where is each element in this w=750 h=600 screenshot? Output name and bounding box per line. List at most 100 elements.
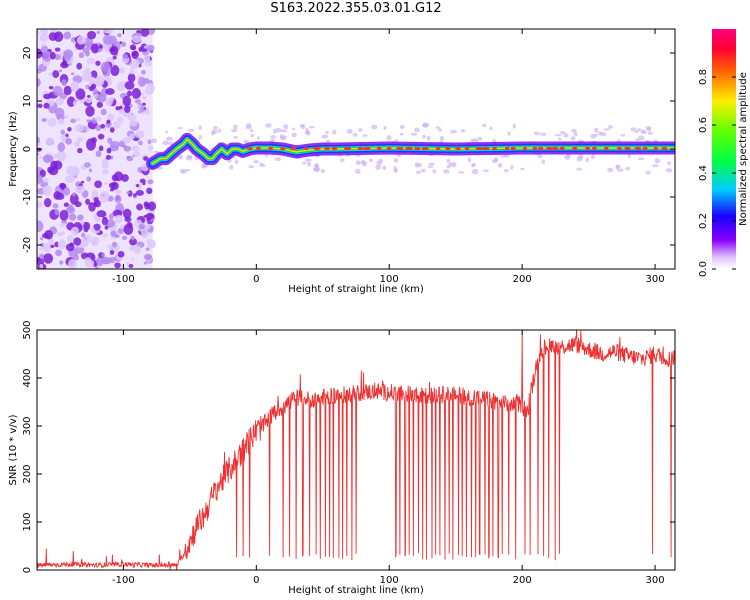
scatter-blob	[427, 165, 434, 169]
noise-blob	[65, 138, 72, 145]
noise-blob	[126, 191, 130, 195]
noise-blob	[104, 181, 109, 185]
scatter-blob	[585, 157, 589, 163]
noise-blob	[85, 198, 91, 205]
noise-blob	[110, 155, 114, 160]
bottom-y-axis-label: SNR (10 * v/v)	[8, 414, 19, 485]
scatter-blob	[471, 168, 479, 175]
noise-blob	[115, 189, 122, 195]
noise-blob	[137, 76, 146, 87]
scatter-blob	[422, 134, 426, 139]
noise-blob	[112, 121, 121, 129]
noise-blob	[102, 29, 112, 34]
noise-blob	[43, 198, 52, 208]
noise-blob	[122, 95, 132, 107]
scatter-blob	[578, 154, 584, 160]
noise-blob	[91, 195, 95, 199]
noise-blob	[58, 69, 63, 73]
noise-blob	[76, 35, 86, 45]
track-peak	[363, 146, 371, 151]
scatter-blob	[422, 122, 430, 128]
noise-blob	[43, 253, 54, 264]
noise-blob	[100, 124, 106, 129]
noise-blob	[47, 118, 57, 127]
scatter-blob	[259, 162, 264, 167]
scatter-blob	[393, 168, 398, 174]
noise-blob	[42, 185, 53, 196]
noise-blob	[38, 155, 43, 159]
noise-blob	[124, 105, 131, 113]
noise-blob	[144, 110, 151, 115]
scatter-blob	[256, 136, 261, 140]
scatter-blob	[443, 169, 450, 174]
noise-blob	[53, 85, 63, 97]
noise-blob	[140, 92, 145, 96]
bottom-y-tick-label: 0	[22, 567, 33, 573]
noise-blob	[74, 201, 82, 208]
track-peak	[290, 146, 297, 151]
noise-blob	[124, 216, 132, 223]
track-peak	[256, 146, 261, 151]
colorbar-tick-label: 0.4	[698, 165, 709, 181]
noise-blob	[127, 73, 136, 83]
scatter-blob	[590, 154, 595, 160]
noise-blob	[95, 60, 101, 66]
scatter-blob	[647, 131, 653, 135]
noise-blob	[93, 196, 99, 203]
bottom-y-tick-label: 200	[22, 464, 33, 483]
noise-blob	[37, 200, 43, 209]
scatter-blob	[217, 128, 222, 133]
scatter-blob	[636, 128, 643, 132]
noise-blob	[60, 129, 65, 135]
scatter-blob	[510, 164, 514, 171]
track-peak	[464, 146, 470, 151]
noise-blob	[147, 139, 152, 145]
track-peak	[591, 146, 597, 151]
scatter-blob	[645, 170, 651, 175]
noise-blob	[39, 33, 48, 43]
track-peak	[510, 146, 516, 151]
scatter-blob	[299, 124, 306, 128]
noise-blob	[57, 118, 65, 125]
noise-blob	[86, 57, 96, 65]
scatter-blob	[420, 168, 426, 173]
bottom-x-tick-label: 200	[513, 575, 532, 586]
noise-blob	[54, 208, 60, 216]
scatter-blob	[280, 129, 288, 133]
noise-blob	[145, 247, 150, 251]
track-peak	[624, 146, 631, 151]
noise-blob	[54, 47, 61, 52]
scatter-blob	[184, 169, 191, 172]
noise-blob	[114, 262, 121, 269]
noise-blob	[77, 147, 83, 154]
scatter-blob	[179, 168, 186, 173]
noise-blob	[106, 147, 112, 154]
track-peak	[246, 146, 253, 151]
scatter-blob	[594, 133, 598, 137]
scatter-blob	[573, 132, 578, 137]
scatter-blob	[410, 132, 418, 136]
noise-blob	[84, 50, 90, 57]
noise-blob	[46, 137, 54, 145]
top-x-tick-label: 0	[253, 274, 259, 285]
noise-blob	[136, 104, 141, 109]
noise-blob	[70, 118, 77, 124]
noise-blob	[68, 258, 78, 269]
noise-blob	[95, 150, 102, 158]
noise-blob	[143, 253, 153, 261]
scatter-blob	[414, 127, 420, 133]
top-y-axis-label: Frequency (Hz)	[8, 111, 19, 187]
scatter-blob	[439, 136, 445, 141]
noise-blob	[85, 94, 93, 104]
scatter-blob	[458, 171, 465, 174]
track-peak	[268, 146, 273, 151]
track-peak	[481, 146, 490, 151]
noise-blob	[148, 47, 152, 52]
scatter-blob	[396, 153, 402, 157]
noise-blob	[90, 227, 95, 232]
scatter-blob	[325, 130, 329, 135]
scatter-blob	[168, 141, 173, 146]
scatter-blob	[234, 159, 239, 165]
scatter-blob	[270, 134, 277, 139]
